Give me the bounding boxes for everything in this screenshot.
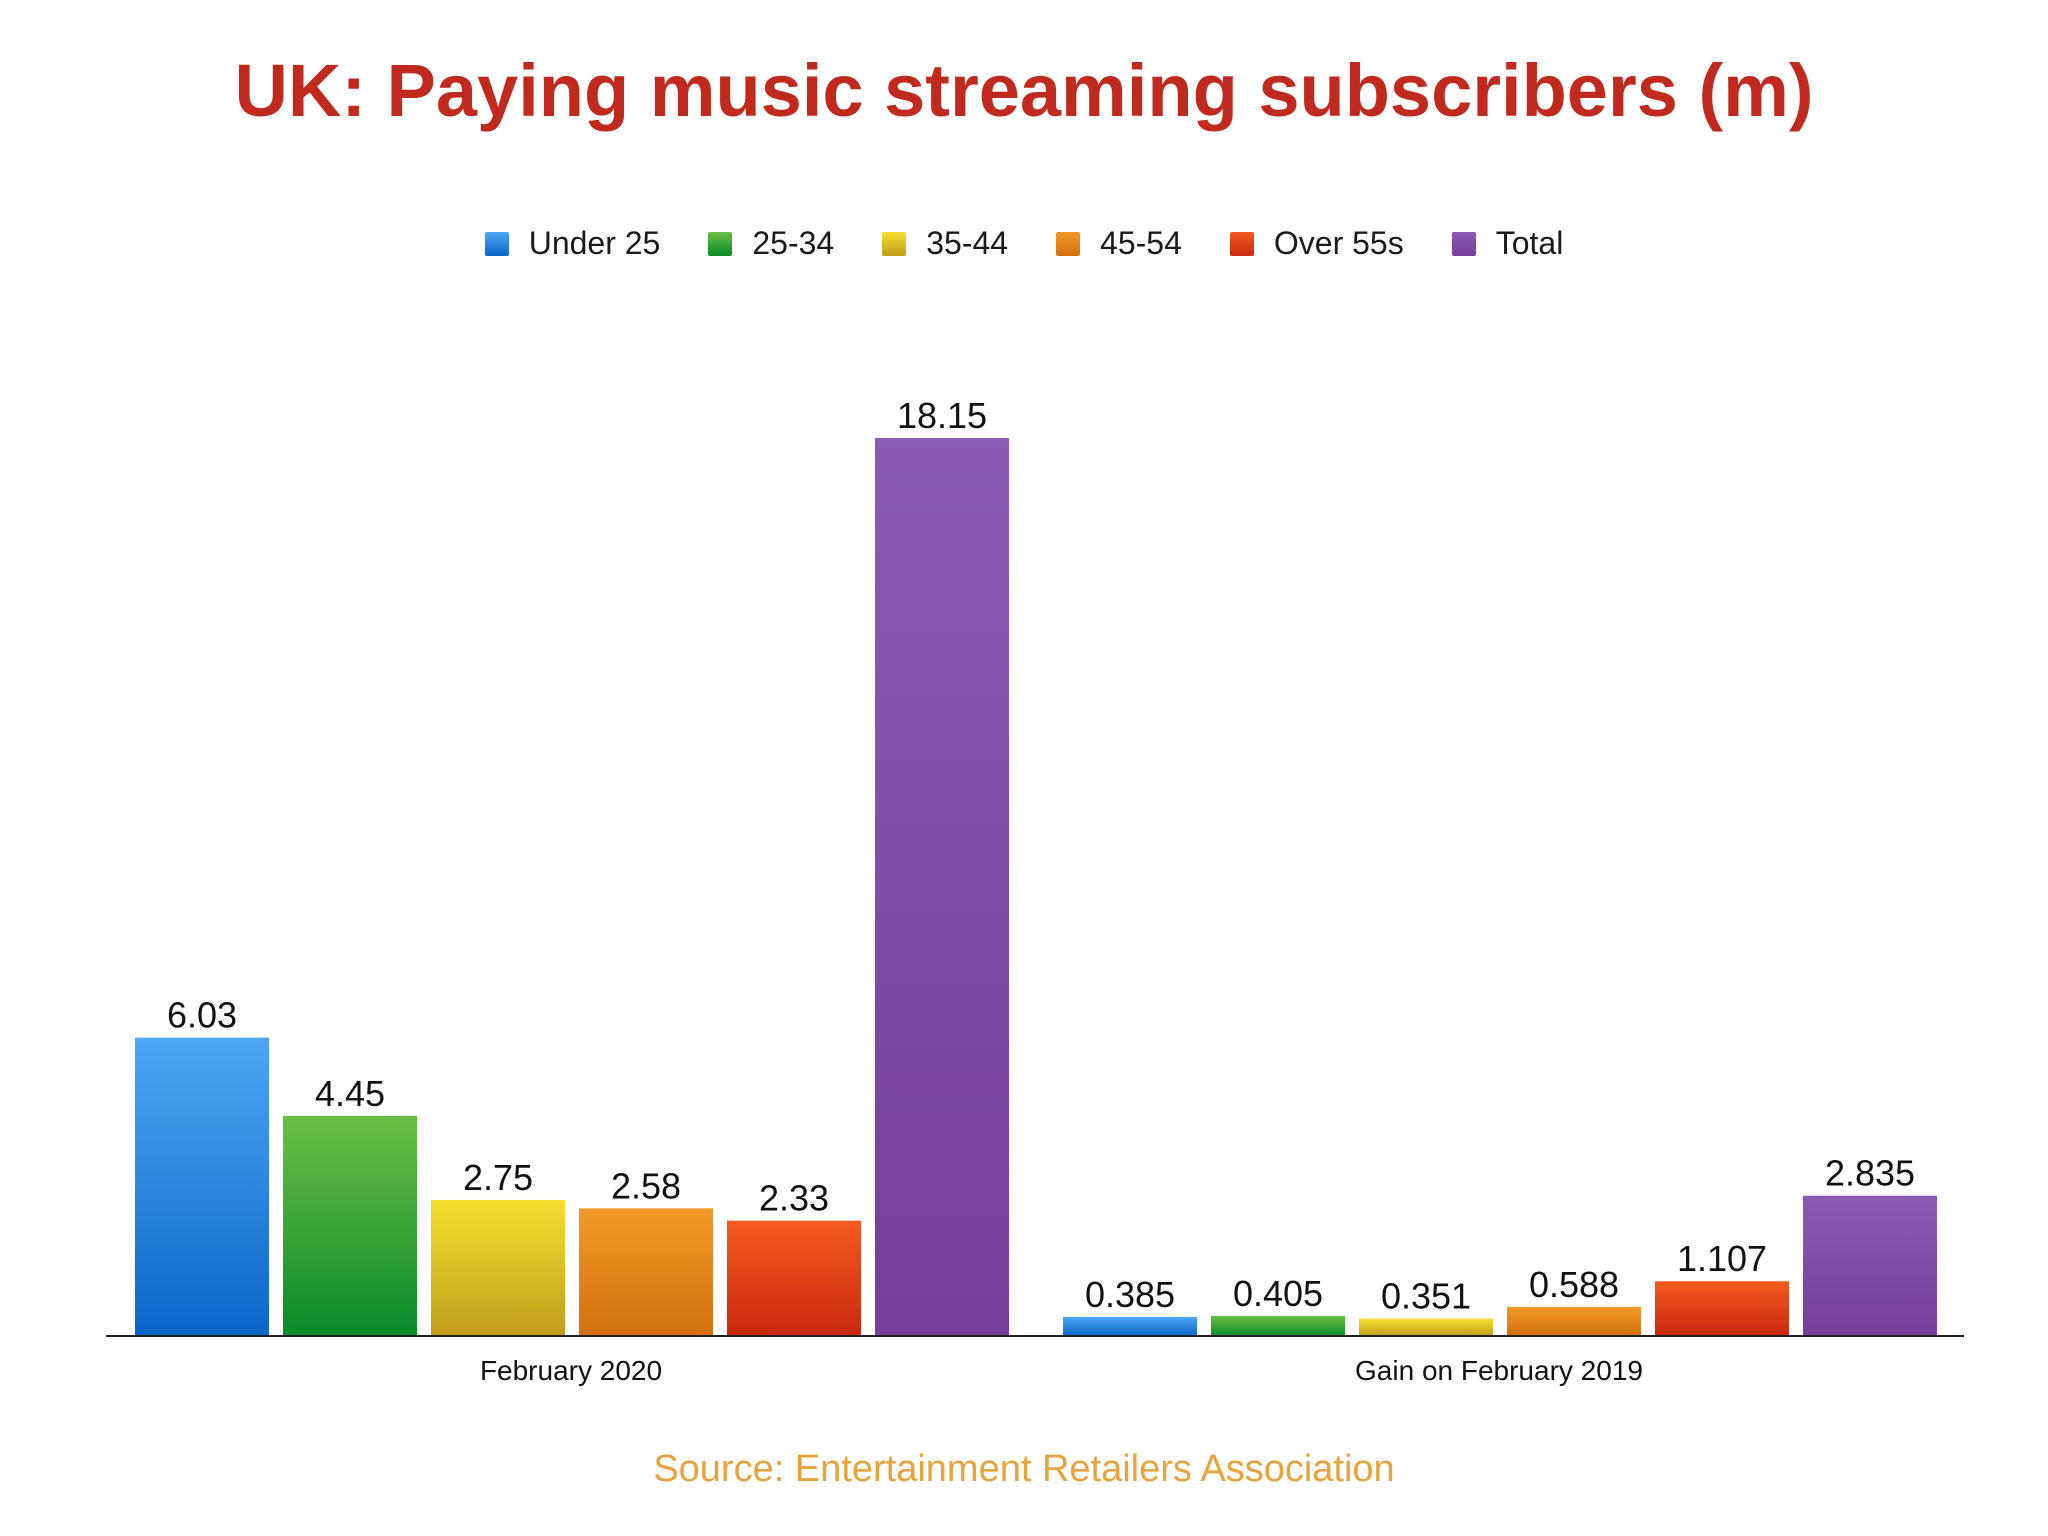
bar-35-44-gain: [1359, 1318, 1493, 1336]
bar-25-34-feb-2020: [283, 1115, 417, 1336]
value-label: 0.588: [1529, 1264, 1619, 1305]
value-label: 2.835: [1825, 1153, 1915, 1194]
value-labels-group: 6.03 4.45 2.75 2.58 2.33 18.15 0.385 0.405 0.351…: [167, 395, 1915, 1317]
value-label: 1.107: [1677, 1238, 1767, 1279]
legend-swatch: [708, 231, 733, 256]
bar-over-55s-feb-2020: [727, 1220, 861, 1336]
value-label: 0.385: [1085, 1274, 1175, 1315]
bar-45-54-gain: [1507, 1306, 1641, 1336]
chart-title: UK: Paying music streaming subscribers (…: [234, 49, 1814, 132]
value-label: 4.45: [315, 1073, 385, 1114]
legend-swatch: [1229, 231, 1254, 256]
source-note: Source: Entertainment Retailers Associat…: [653, 1448, 1395, 1490]
bar-25-34-gain: [1211, 1315, 1345, 1336]
legend-swatch: [484, 231, 509, 256]
bars-group: [135, 438, 1937, 1336]
bar-total-feb-2020: [875, 438, 1009, 1336]
legend-label: Total: [1495, 225, 1564, 261]
category-label: Gain on February 2019: [1355, 1355, 1643, 1386]
legend-swatch: [1451, 231, 1476, 256]
value-label: 0.351: [1381, 1276, 1471, 1317]
value-label: 0.405: [1233, 1273, 1323, 1314]
value-label: 2.33: [759, 1178, 829, 1219]
legend-item-total: Total: [1451, 225, 1564, 262]
bar-under-25-gain: [1063, 1316, 1197, 1336]
legend: Under 25 25-34 35-44 45-54 Over 55s Total: [0, 225, 2048, 262]
legend-item-45-54: 45-54: [1056, 225, 1182, 262]
legend-swatch: [882, 231, 907, 256]
bar-35-44-feb-2020: [431, 1199, 565, 1336]
legend-swatch: [1056, 231, 1081, 256]
bar-45-54-feb-2020: [579, 1208, 713, 1336]
legend-item-under-25: Under 25: [484, 225, 661, 262]
legend-label: 25-34: [752, 225, 835, 261]
legend-item-35-44: 35-44: [882, 225, 1008, 262]
legend-label: Under 25: [528, 225, 661, 261]
legend-item-over-55s: Over 55s: [1229, 225, 1404, 262]
category-label: February 2020: [480, 1355, 662, 1386]
category-labels-group: February 2020 Gain on February 2019: [480, 1355, 1643, 1386]
bar-over-55s-gain: [1655, 1281, 1789, 1336]
value-label: 2.58: [611, 1165, 681, 1206]
legend-label: Over 55s: [1273, 225, 1404, 261]
value-label: 2.75: [463, 1157, 533, 1198]
legend-item-25-34: 25-34: [708, 225, 834, 262]
legend-label: 35-44: [926, 225, 1009, 261]
value-label: 6.03: [167, 995, 237, 1036]
value-label: 18.15: [897, 395, 987, 436]
legend-label: 45-54: [1100, 225, 1182, 261]
bar-under-25-feb-2020: [135, 1037, 269, 1336]
bar-total-gain: [1803, 1195, 1937, 1336]
